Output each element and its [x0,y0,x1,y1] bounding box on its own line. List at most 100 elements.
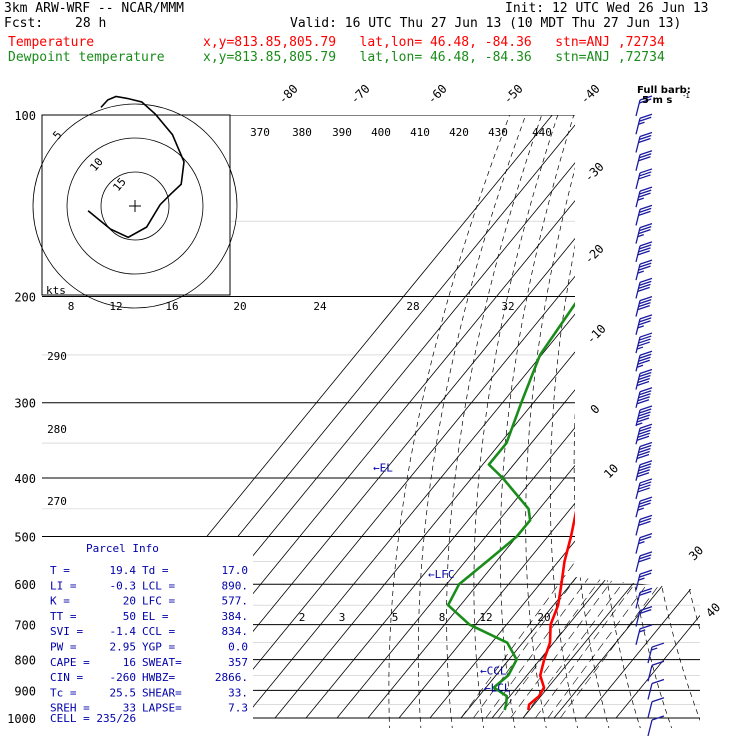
wind-barb-flag [638,374,651,381]
wind-barb-flag [638,301,651,308]
wind-barb-flag [639,551,653,557]
parcel-value: 16 [123,656,136,669]
wind-barb-flag [639,241,653,247]
speed-tick-label: 32 [501,300,514,313]
wind-barb [635,186,653,208]
wind-barb-flag [639,554,652,560]
speed-tick-label: 28 [406,300,419,313]
wind-barb-flag [639,605,653,612]
wind-barb-flag [638,247,651,253]
wind-barb-flag [638,265,651,271]
wind-barb-flag [638,192,651,198]
wind-barb-flag [639,587,653,593]
wind-barb-flag [637,432,650,438]
isotherm-line [212,115,700,719]
isotherm-line [615,115,700,719]
wind-barb [635,496,653,518]
wind-barb-flag [638,484,651,490]
wind-barb-flag [639,423,653,429]
wind-barb-flag [651,715,665,721]
wind-barb-flag [639,134,652,141]
wind-barb-flag [636,399,650,405]
parcel-value: 577. [222,595,249,608]
speed-tick-label: 16 [165,300,178,313]
parcel-label: CCL = [142,625,175,638]
init-time: Init: 12 UTC Wed 26 Jun 13 [505,1,709,16]
wind-barb-flag [637,469,650,475]
wind-barb-flag [637,507,644,511]
dry-adiabat-line [525,115,591,728]
theta-label: 420 [449,126,469,139]
isotherm-line [274,115,700,719]
parcel-value: 20 [123,595,136,608]
wind-barb-flag [638,541,645,545]
wind-barb-flag [636,453,650,460]
wind-barb-flag [639,499,652,505]
wind-barb-flag [639,280,652,286]
parcel-value: 33 [123,702,136,715]
barb-key-exponent: -1 [683,92,690,100]
wind-barb-flag [638,393,651,399]
wind-barb [635,259,653,281]
wind-barb-flag [637,341,650,347]
hodograph-frame [41,114,231,296]
wind-barb-flag [639,317,652,323]
moist-adiabat-line [460,221,700,719]
parcel-label: SHEAR= [142,686,182,699]
hodograph-ring [32,103,238,309]
wind-barb-flag [639,131,653,138]
isotherm-line [305,115,700,719]
wind-barb-flag [639,335,652,341]
pressure-label: 100 [14,109,36,123]
temperature-tick-label: 40 [703,600,723,620]
wind-barb-flag [639,371,652,378]
parcel-value: 0.0 [228,641,248,654]
parcel-label: T = [50,564,70,577]
wind-barb-flag [638,411,651,417]
wind-barb-flag [639,572,652,578]
wind-barb [635,131,653,153]
wind-barb [635,514,653,536]
wind-barb-flag [637,270,644,274]
wind-barb-flag [639,426,652,432]
wind-barb [635,441,653,463]
wind-barb-flag [638,557,651,563]
wind-barb [635,241,653,263]
model-title: 3km ARW-WRF -- NCAR/MMM [4,1,185,16]
wind-barb [635,533,653,554]
wind-barb [635,168,653,190]
isotherm-line [522,115,700,719]
wind-barb [635,624,653,645]
wind-barb-flag [639,387,653,393]
wind-barb-flag [639,608,652,615]
wind-barb-flag [637,304,650,311]
wind-barb-flag [638,502,651,508]
hodograph-trace [87,95,185,239]
wind-barb-flag [637,396,650,402]
mixing-ratio-label: 12 [479,611,492,624]
dewpoint-legend: Dewpoint temperature [8,50,165,65]
wind-barb-flag [637,250,650,256]
pressure-label: 400 [14,472,36,486]
level-marker-label: ←LCL [484,681,511,694]
temperature-tick-label: -80 [276,82,301,107]
hodograph-ring [66,137,204,275]
wind-barb-flag [639,496,653,502]
theta-label: 270 [47,495,67,508]
theta-label: 280 [47,423,67,436]
parcel-label: LFC = [142,595,175,608]
parcel-value: 384. [222,610,249,623]
wind-barb [635,587,653,609]
wind-barb-flag [639,168,653,174]
wind-barb [635,478,653,500]
dry-adiabat-line [573,115,623,728]
wind-barb-flag [637,414,650,420]
barb-key-speed: 5 m s [642,95,672,106]
forecast-hour: 28 h [75,16,107,31]
forecast-label: Fcst: [4,16,44,31]
wind-barb-flag [639,624,653,630]
wind-barbs [635,95,665,737]
dry-adiabat-line [473,115,559,728]
mixing-ratio-label: 20 [537,611,550,624]
wind-barb-staff [647,701,653,718]
